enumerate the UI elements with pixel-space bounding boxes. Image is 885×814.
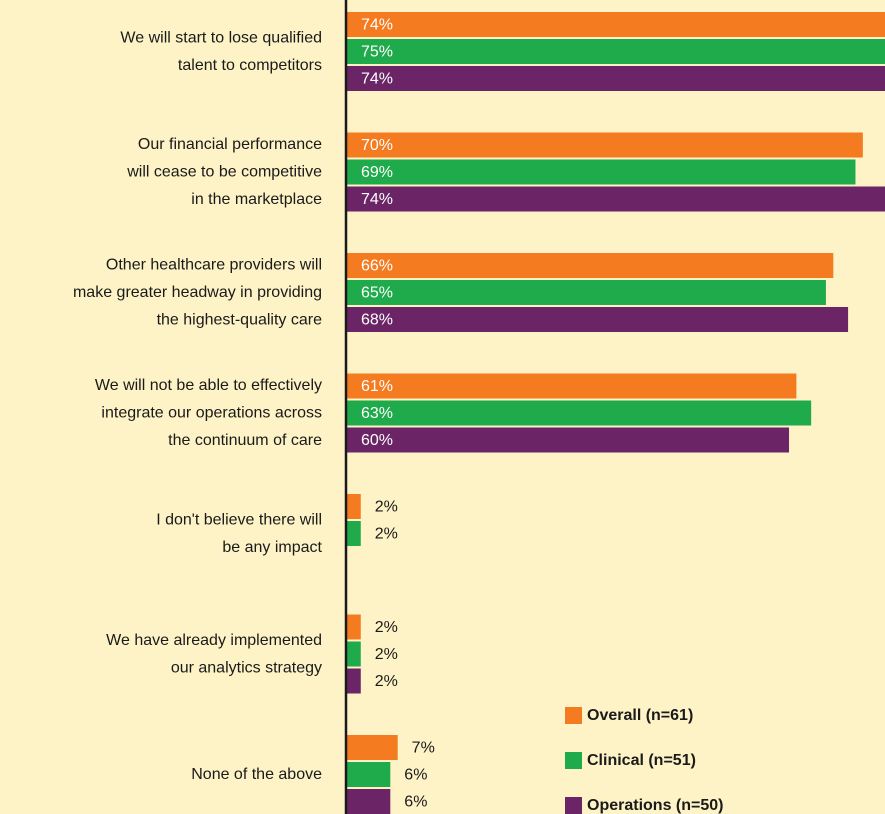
bar (346, 373, 797, 399)
bar (346, 614, 361, 640)
bar (346, 400, 812, 426)
value-label: 75% (361, 44, 393, 61)
value-label: 61% (361, 378, 393, 395)
legend-label: Overall (n=61) (587, 707, 693, 724)
legend-label: Operations (n=50) (587, 797, 723, 814)
bar (346, 186, 885, 212)
legend-swatch (565, 797, 582, 814)
category-label: make greater headway in providing (73, 284, 322, 301)
value-label: 68% (361, 312, 393, 329)
bar (346, 12, 885, 37)
category-label: in the marketplace (191, 191, 322, 208)
value-label: 2% (375, 646, 398, 663)
bar (346, 159, 856, 185)
legend-swatch (565, 752, 582, 769)
value-label: 2% (375, 526, 398, 543)
category-label: Our financial performance (138, 136, 322, 153)
legend-swatch (565, 707, 582, 724)
value-label: 2% (375, 673, 398, 690)
category-label: integrate our operations across (101, 405, 322, 422)
bar (346, 668, 361, 694)
value-label: 65% (361, 285, 393, 302)
category-label: We will not be able to effectively (95, 377, 322, 394)
bar (346, 253, 834, 278)
category-label: talent to competitors (178, 57, 322, 74)
bar (346, 427, 790, 453)
category-label: be any impact (222, 539, 322, 556)
value-label: 2% (375, 499, 398, 516)
category-label: We will start to lose qualified (120, 29, 322, 46)
value-label: 6% (404, 794, 427, 811)
value-label: 66% (361, 258, 393, 275)
value-label: 63% (361, 405, 393, 422)
bar (346, 494, 361, 519)
bar (346, 735, 398, 760)
category-label: None of the above (191, 766, 322, 783)
bar (346, 762, 391, 787)
category-label: the highest-quality care (157, 312, 323, 329)
bar (346, 521, 361, 546)
value-label: 6% (404, 767, 427, 784)
category-label: Other healthcare providers will (106, 257, 322, 274)
bar (346, 66, 885, 91)
legend-label: Clinical (n=51) (587, 752, 696, 769)
value-label: 70% (361, 137, 393, 154)
value-label: 74% (361, 71, 393, 88)
bar (346, 39, 885, 64)
category-label: I don't believe there will (156, 511, 322, 528)
bar (346, 789, 391, 814)
value-label: 2% (375, 619, 398, 636)
category-label: the continuum of care (168, 432, 322, 449)
bar (346, 641, 361, 667)
value-label: 74% (361, 17, 393, 34)
value-label: 60% (361, 432, 393, 449)
value-label: 74% (361, 191, 393, 208)
value-label: 69% (361, 164, 393, 181)
value-label: 7% (412, 740, 435, 757)
category-label: We have already implemented (106, 632, 322, 649)
category-label: our analytics strategy (171, 659, 322, 676)
category-label: will cease to be competitive (126, 164, 322, 181)
bar (346, 307, 849, 332)
bar (346, 132, 863, 158)
bar (346, 280, 826, 305)
